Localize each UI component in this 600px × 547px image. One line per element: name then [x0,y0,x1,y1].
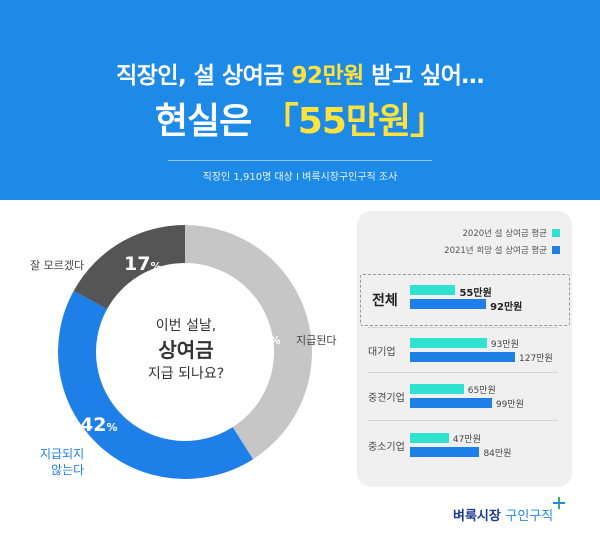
label-no: 지급되지 않는다 [40,447,85,477]
value-label-large-2020: 93만원 [490,340,519,350]
value-label-total-2021: 92만원 [490,302,523,313]
donut-chart [58,225,312,479]
value-label-total-2020: 55만원 [459,288,492,299]
headline-line2: 현실은 「55만원」 [154,101,446,142]
bar-mid-2020 [410,384,464,394]
label-yes: 지급된다 [296,334,337,347]
category-label-large: 대기업 [368,347,396,358]
legend-2021-swatch [552,246,560,254]
category-label-total: 전체 [372,293,398,309]
label-unsure: 잘 모르겠다 [30,259,85,272]
value-label-large-2021: 127만원 [519,354,553,364]
header-banner: 직장인, 설 상여금 92만원 받고 싶어… 현실은 「55만원」 직장인 1,… [0,0,600,200]
plus-icon [553,497,566,509]
donut-slice-unsure [73,225,185,310]
bar-chart-panel [357,211,572,487]
headline-highlight-55: 「55만원」 [262,101,446,142]
bar-large-2021 [410,352,515,362]
legend-2021: 2021년 희망 설 상여금 평균 [444,244,560,256]
bar-divider-3 [368,420,558,421]
bar-small-2021 [410,447,480,457]
header-divider [168,160,432,161]
headline-line1: 직장인, 설 상여금 92만원 받고 싶어… [116,63,484,89]
legend-2021-text: 2021년 희망 설 상여금 평균 [444,246,547,256]
bar-total-2020 [410,285,456,295]
bar-mid-2021 [410,398,492,408]
bar-small-2020 [410,433,449,443]
donut-center-question: 이번 설날, 상여금 지급 되나요? [147,318,225,382]
bar-total-2021 [410,299,487,309]
pct-yes: 41% [243,327,281,349]
legend-2020-text: 2020년 설 상여금 평균 [462,229,547,239]
value-label-mid-2020: 65만원 [467,386,496,396]
value-label-small-2020: 47만원 [452,435,481,445]
donut-slice-yes [185,225,312,460]
total-highlight-box [360,274,570,326]
bar-large-2020 [410,338,487,348]
value-label-mid-2021: 99만원 [495,400,524,410]
category-label-small: 중소기업 [368,442,405,453]
pct-unsure: 17% [124,253,162,275]
survey-source: 직장인 1,910명 대상 I 벼룩시장구인구직 조사 [202,172,398,183]
brand-logo: 벼룩시장 구인구직 [453,497,566,524]
category-label-mid: 중견기업 [368,393,405,404]
legend-2020-swatch [552,229,560,237]
legend-2020: 2020년 설 상여금 평균 [463,227,560,239]
value-label-small-2021: 84만원 [483,449,512,459]
bar-divider-2 [368,372,558,373]
pct-no: 42% [80,414,118,436]
bar-divider-1 [368,327,558,328]
donut-slice-no [58,290,254,479]
headline-highlight-92: 92만원 [291,63,364,89]
